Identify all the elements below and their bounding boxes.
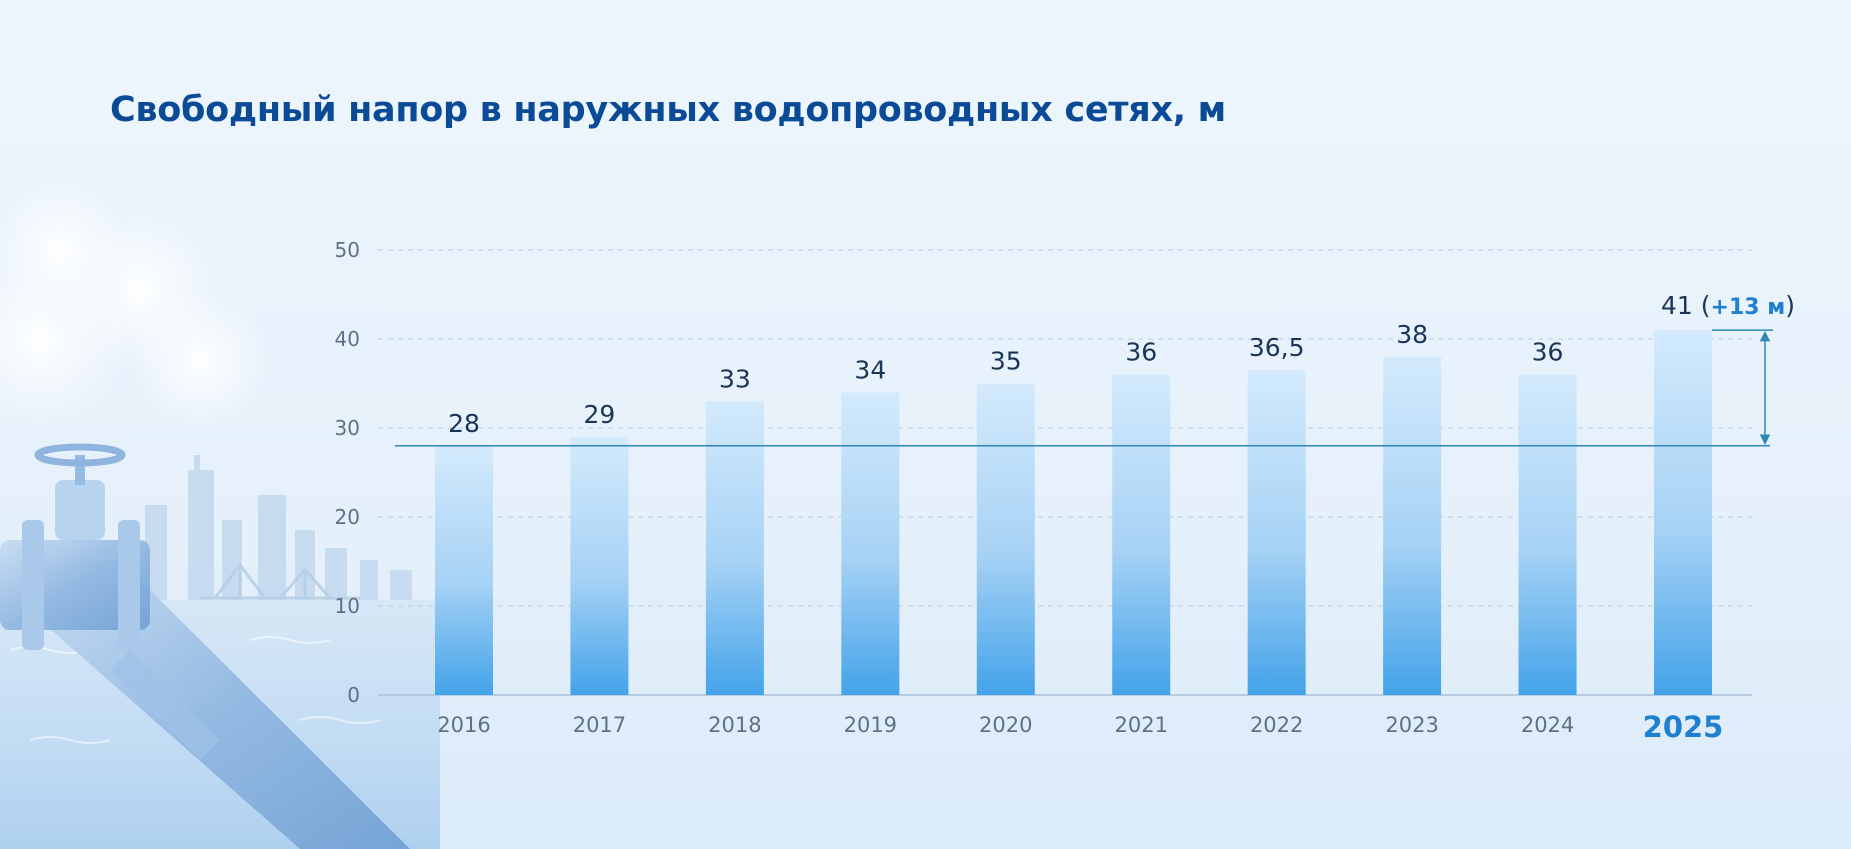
water-pipe	[0, 443, 410, 849]
delta-annotation: 41 (+13 м)	[1661, 291, 1795, 320]
bar-2016	[435, 445, 493, 695]
x-axis-ticks: 2016 2017 2018 2019 2020 2021 2022 2023 2024 2025	[437, 710, 1723, 744]
bridge	[200, 562, 360, 600]
value-label-2019: 34	[854, 355, 886, 384]
value-label-2020: 35	[990, 347, 1022, 376]
x-tick-2020: 2020	[979, 713, 1032, 737]
x-tick-2018: 2018	[708, 713, 761, 737]
x-tick-2024: 2024	[1521, 713, 1574, 737]
y-tick-label: 20	[335, 505, 360, 529]
x-tick-2023: 2023	[1385, 713, 1438, 737]
bars	[435, 330, 1712, 695]
y-tick-label: 0	[347, 683, 360, 707]
clouds	[0, 180, 270, 430]
y-tick-label: 40	[335, 327, 360, 351]
x-tick-2022: 2022	[1250, 713, 1303, 737]
value-label-2017: 29	[584, 400, 616, 429]
value-label-2022: 36,5	[1249, 333, 1305, 362]
value-label-2021: 36	[1125, 338, 1157, 367]
bar-2022	[1247, 370, 1306, 695]
bar-2021	[1112, 374, 1171, 695]
bar-2019	[841, 392, 900, 695]
value-label-2023: 38	[1396, 320, 1428, 349]
x-tick-2025: 2025	[1643, 710, 1724, 744]
annotation-value: 41	[1661, 291, 1701, 320]
bar-2017	[570, 436, 629, 695]
value-labels: 28 29 33 34 35 36 36,5 38 36	[448, 320, 1563, 438]
y-tick-label: 50	[335, 238, 360, 262]
y-tick-label: 10	[335, 594, 360, 618]
annotation-delta: +13 м	[1711, 295, 1786, 320]
annotation-open-paren: (	[1701, 291, 1711, 320]
y-axis-ticks: 0 10 20 30 40 50	[335, 238, 360, 707]
bar-2024	[1518, 374, 1577, 695]
bar-2018	[705, 401, 764, 695]
x-tick-2016: 2016	[437, 713, 490, 737]
valve-wheel-icon	[34, 443, 126, 467]
bar-2020	[976, 383, 1035, 695]
x-tick-2021: 2021	[1114, 713, 1167, 737]
bar-2023	[1383, 356, 1442, 695]
x-tick-2019: 2019	[844, 713, 897, 737]
y-tick-label: 30	[335, 416, 360, 440]
page-title: Свободный напор в наружных водопроводных…	[110, 90, 1226, 130]
bar-2025	[1654, 330, 1712, 695]
x-tick-2017: 2017	[573, 713, 626, 737]
value-label-2024: 36	[1532, 338, 1564, 367]
value-label-2016: 28	[448, 409, 480, 438]
value-label-2018: 33	[719, 364, 751, 393]
annotation-close-paren: )	[1785, 291, 1795, 320]
